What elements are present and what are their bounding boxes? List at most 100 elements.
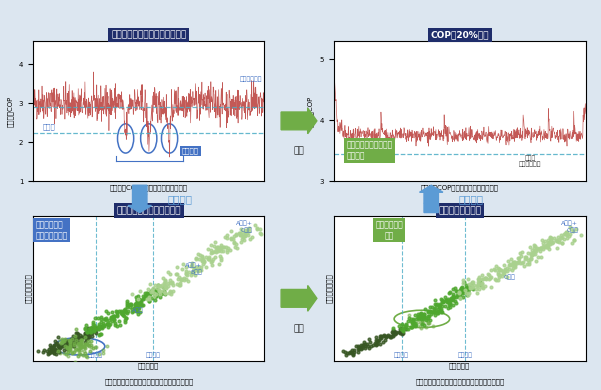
Point xyxy=(507,267,516,273)
Point xyxy=(505,261,515,268)
Point xyxy=(150,297,160,303)
Point xyxy=(424,308,433,315)
Point xyxy=(96,324,105,330)
Point xyxy=(159,280,168,286)
Point xyxy=(398,323,408,330)
Point xyxy=(157,290,167,296)
Point xyxy=(101,317,111,323)
Point xyxy=(216,244,225,250)
Point xyxy=(112,323,122,329)
Point xyxy=(514,258,523,264)
Point xyxy=(443,305,453,311)
Point xyxy=(210,248,220,255)
X-axis label: システムCOPの時系列トレンドグラフ: システムCOPの時系列トレンドグラフ xyxy=(110,184,188,191)
Point xyxy=(94,326,104,333)
Point xyxy=(220,234,230,240)
Point xyxy=(147,289,157,295)
Point xyxy=(426,309,436,316)
Point xyxy=(189,265,199,271)
Point xyxy=(130,302,140,308)
Point xyxy=(144,294,154,300)
Point xyxy=(64,341,74,347)
Point xyxy=(109,313,119,319)
Point xyxy=(371,334,380,340)
Point xyxy=(163,280,172,286)
Point xyxy=(125,301,135,307)
Point xyxy=(207,248,217,255)
Point xyxy=(210,238,220,245)
Point xyxy=(468,279,478,285)
Point xyxy=(385,334,395,340)
Point xyxy=(55,342,65,349)
Point xyxy=(56,345,66,351)
Point xyxy=(409,322,419,328)
Point xyxy=(456,288,466,294)
Point xyxy=(85,329,95,335)
Point xyxy=(459,289,468,295)
Point xyxy=(460,289,470,295)
Point xyxy=(454,289,463,295)
Point xyxy=(450,298,459,304)
Point xyxy=(147,289,156,295)
Point xyxy=(493,269,503,275)
Point xyxy=(85,348,94,355)
Point xyxy=(398,321,407,327)
Point xyxy=(451,294,461,300)
Point xyxy=(94,332,103,338)
Point xyxy=(438,299,448,305)
Point xyxy=(401,322,410,328)
Point xyxy=(63,349,73,355)
Point xyxy=(410,320,420,326)
Point xyxy=(144,291,154,297)
Point xyxy=(386,333,395,339)
Point xyxy=(555,238,564,245)
Point xyxy=(527,250,537,257)
Point xyxy=(67,335,77,342)
Point xyxy=(532,245,542,251)
Point xyxy=(397,331,406,337)
Point xyxy=(196,266,206,273)
Point xyxy=(97,325,107,332)
Point xyxy=(541,242,551,248)
Point xyxy=(533,254,543,260)
Point xyxy=(132,296,142,302)
Point xyxy=(462,286,472,292)
Point xyxy=(474,282,483,288)
Point xyxy=(117,308,127,315)
Point xyxy=(188,270,197,277)
Point xyxy=(414,316,424,323)
Point xyxy=(566,230,575,237)
Point xyxy=(451,300,460,306)
Point xyxy=(84,334,93,340)
Point xyxy=(409,322,419,328)
Point xyxy=(152,285,162,291)
Point xyxy=(459,279,469,285)
Point xyxy=(457,284,467,290)
Point xyxy=(531,257,541,264)
Point xyxy=(59,347,69,353)
Point xyxy=(493,265,503,271)
Point xyxy=(477,281,486,287)
Point xyxy=(216,245,225,252)
Point xyxy=(87,328,97,334)
Point xyxy=(430,308,440,314)
Point xyxy=(62,346,72,352)
Point xyxy=(243,226,252,232)
Point xyxy=(469,282,479,289)
Point xyxy=(222,249,232,255)
Point xyxy=(102,343,112,349)
Point xyxy=(491,277,501,283)
Point xyxy=(466,285,476,291)
Point xyxy=(49,350,59,356)
Point xyxy=(105,322,114,328)
FancyArrow shape xyxy=(281,285,317,311)
Point xyxy=(499,271,509,277)
Point xyxy=(114,308,123,314)
Point xyxy=(395,326,405,332)
Point xyxy=(510,264,520,270)
Point xyxy=(551,237,561,243)
Point xyxy=(87,330,96,337)
Point xyxy=(96,314,105,320)
Point xyxy=(398,326,407,332)
Point xyxy=(83,338,93,344)
